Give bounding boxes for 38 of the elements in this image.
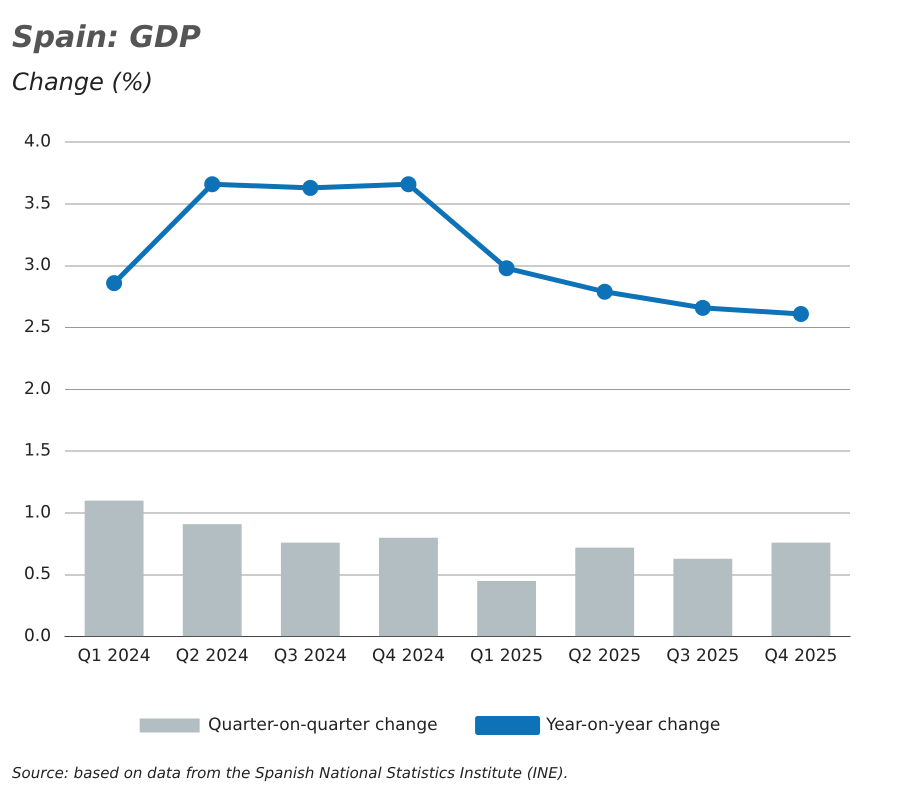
x-tick-label: Q2 2025 <box>568 646 642 666</box>
y-tick-label: 0.0 <box>24 626 52 646</box>
point <box>792 306 809 322</box>
y-tick-label: 4.0 <box>24 132 52 152</box>
source-note: Source: based on data from the Spanish National Statistics Institute (INE). <box>12 764 568 782</box>
bar <box>182 524 242 636</box>
point <box>302 180 318 196</box>
y-tick-label: 1.0 <box>24 502 52 522</box>
bar <box>379 538 438 636</box>
x-tick-label: Q4 2025 <box>764 646 838 666</box>
x-tick-label: Q1 2024 <box>78 646 151 666</box>
bar <box>772 542 830 636</box>
legend-label: Quarter-on-quarter change <box>208 714 438 735</box>
chart-title: Spain: GDP <box>12 20 201 55</box>
y-tick-label: 0.5 <box>24 564 52 584</box>
y-tick-label: 2.5 <box>24 317 52 338</box>
point <box>400 176 416 192</box>
point <box>498 260 515 276</box>
x-tick-label: Q1 2025 <box>470 646 544 666</box>
point <box>106 275 122 292</box>
point <box>596 284 613 300</box>
bar <box>84 500 144 636</box>
legend-label: Year-on-year change <box>545 714 720 735</box>
x-tick-label: Q4 2024 <box>372 646 445 666</box>
x-tick-label: Q3 2024 <box>274 646 347 666</box>
y-tick-label: 1.5 <box>24 440 52 461</box>
point <box>694 300 711 316</box>
bar <box>575 548 634 636</box>
bar <box>673 558 732 636</box>
chart-subtitle: Change (%) <box>12 68 154 96</box>
bar <box>280 542 340 636</box>
y-tick-label: 3.0 <box>24 255 52 276</box>
point <box>204 176 220 192</box>
x-tick-label: Q3 2025 <box>666 646 740 666</box>
y-tick-label: 3.5 <box>24 193 52 214</box>
y-tick-label: 2.0 <box>24 378 52 399</box>
x-tick-label: Q2 2024 <box>176 646 249 666</box>
bar <box>477 580 536 636</box>
